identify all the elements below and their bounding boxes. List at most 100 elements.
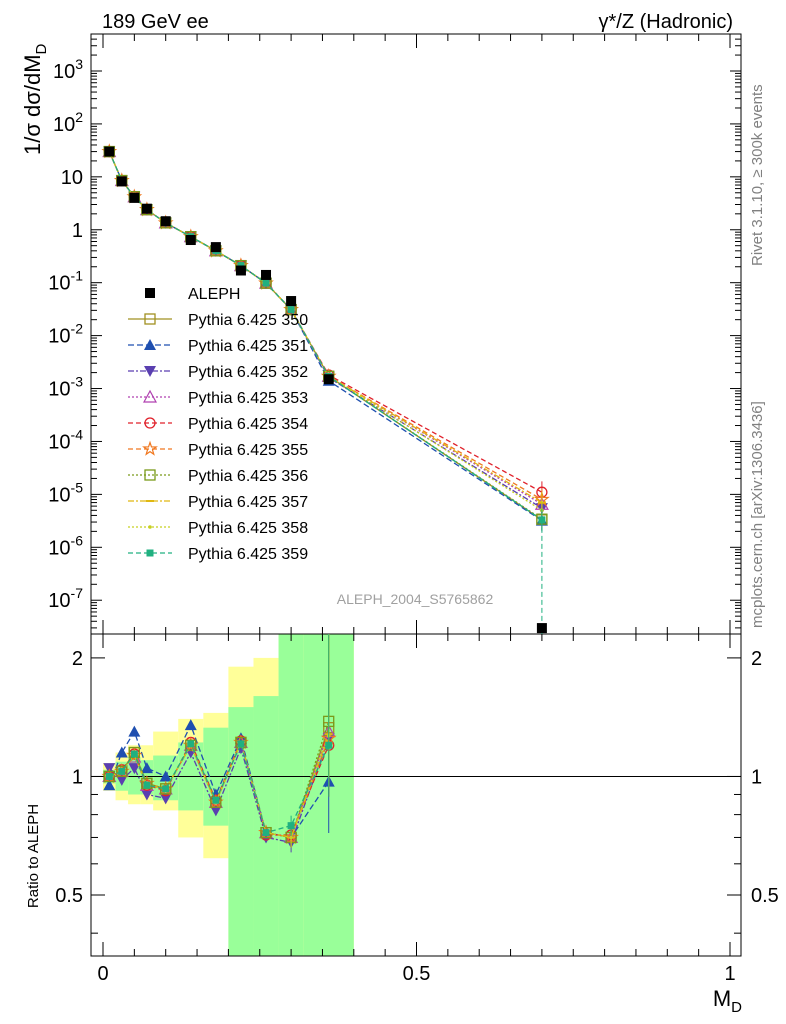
ratio-y-tick-label-right: 1 xyxy=(751,766,762,788)
header-left-title: 189 GeV ee xyxy=(102,11,209,33)
legend-item-352: Pythia 6.425 352 xyxy=(128,364,308,381)
marker-data-square xyxy=(129,192,140,203)
legend-item-351: Pythia 6.425 351 xyxy=(128,338,308,355)
main-y-tick-label: 103 xyxy=(53,56,83,83)
legend-label: Pythia 6.425 358 xyxy=(188,520,308,537)
legend-item-354: Pythia 6.425 354 xyxy=(128,416,308,433)
marker-square xyxy=(262,829,270,837)
legend-label: Pythia 6.425 353 xyxy=(188,390,308,407)
marker-square-open xyxy=(144,313,156,325)
marker-square-open xyxy=(103,770,115,783)
marker-triangle-open xyxy=(142,389,158,403)
main-y-tick-label: 10-2 xyxy=(48,321,83,348)
marker-triangle-down xyxy=(159,793,172,805)
marker-square xyxy=(262,279,270,287)
legend-label: Pythia 6.425 359 xyxy=(188,546,308,563)
main-series-line xyxy=(108,151,543,501)
marker-data-square xyxy=(261,269,272,280)
main-y-tick-label: 10-5 xyxy=(48,479,83,506)
marker-triangle-down xyxy=(115,774,128,786)
header-right-title: γ*/Z (Hadronic) xyxy=(599,11,733,33)
marker-square xyxy=(325,741,333,749)
ratio-y-tick-label: 0.5 xyxy=(55,885,83,907)
marker-triangle-up xyxy=(140,762,153,774)
ratio-x-tick-label: 1 xyxy=(724,963,735,985)
legend-item-358: Pythia 6.425 358 xyxy=(128,520,308,537)
main-series-group xyxy=(101,143,550,634)
marker-square xyxy=(287,822,295,830)
legend-item-357: Pythia 6.425 357 xyxy=(128,494,308,511)
main-series-356 xyxy=(103,145,548,530)
main-series-line xyxy=(108,151,543,493)
main-y-tick-label: 10-1 xyxy=(48,268,83,295)
ratio-series-group xyxy=(101,634,337,853)
marker-circle-open xyxy=(144,417,156,429)
marker-square xyxy=(143,781,151,789)
marker-data-square xyxy=(536,623,547,634)
marker-triangle-up xyxy=(144,339,156,350)
legend-item-350: Pythia 6.425 350 xyxy=(128,312,308,329)
main-series-line xyxy=(108,151,543,504)
marker-square xyxy=(146,549,154,557)
marker-triangle-down xyxy=(144,366,156,377)
legend-label: Pythia 6.425 355 xyxy=(188,442,308,459)
main-y-axis-label: 1/σ dσ/dMD xyxy=(20,43,50,155)
marker-square xyxy=(162,785,170,793)
main-y-tick-label: 10 xyxy=(61,167,83,189)
marker-square xyxy=(212,796,220,804)
marker-triangle-down xyxy=(128,763,141,775)
legend-label: Pythia 6.425 351 xyxy=(188,338,308,355)
main-y-tick-label: 10-6 xyxy=(48,532,83,559)
main-y-tick-label: 102 xyxy=(53,109,83,136)
ratio-y-tick-label-right: 0.5 xyxy=(751,885,779,907)
ratio-series-line xyxy=(109,735,330,839)
marker-dot xyxy=(148,525,152,529)
ratio-y-tick-label: 2 xyxy=(72,648,83,670)
main-y-tick-label: 10-3 xyxy=(48,374,83,401)
marker-triangle-down xyxy=(140,789,153,801)
main-series-aleph xyxy=(104,146,547,634)
ratio-y-tick-label-right: 2 xyxy=(751,648,762,670)
marker-data-square xyxy=(160,216,171,227)
marker-triangle-up xyxy=(115,746,128,758)
marker-square-open xyxy=(185,739,197,751)
marker-star-open xyxy=(142,440,158,456)
legend-item-353: Pythia 6.425 353 xyxy=(128,389,308,407)
marker-square-open xyxy=(116,765,128,778)
legend-item-359: Pythia 6.425 359 xyxy=(128,546,308,563)
legend-label: Pythia 6.425 354 xyxy=(188,416,308,433)
marker-dot xyxy=(289,835,293,840)
marker-data-square xyxy=(141,203,152,214)
main-series-351 xyxy=(103,145,548,532)
main-series-line xyxy=(108,151,543,509)
main-frame xyxy=(90,33,742,635)
main-y-tick-label: 10-4 xyxy=(48,426,83,453)
marker-square xyxy=(118,767,126,775)
main-series-357 xyxy=(105,150,546,514)
marker-square-open xyxy=(160,783,172,795)
legend-label: Pythia 6.425 350 xyxy=(188,312,308,329)
marker-square-open xyxy=(260,826,272,839)
marker-square xyxy=(237,740,245,748)
marker-data-square xyxy=(323,374,334,385)
analysis-watermark: ALEPH_2004_S5765862 xyxy=(337,591,494,607)
ratio-x-tick-label: 0.5 xyxy=(403,963,431,985)
marker-data-square xyxy=(116,176,127,187)
marker-data-square xyxy=(185,235,196,246)
marker-square xyxy=(105,772,113,780)
legend-label: ALEPH xyxy=(188,286,240,303)
legend-label: Pythia 6.425 352 xyxy=(188,364,308,381)
marker-data-square xyxy=(210,242,221,253)
x-axis-label: MD xyxy=(713,986,742,1016)
legend: ALEPH Pythia 6.425 350 Pythia 6.425 351 Pyt… xyxy=(128,286,308,563)
ratio-y-tick-label: 1 xyxy=(72,766,83,788)
main-y-tick-label: 10-7 xyxy=(48,585,83,612)
marker-triangle-up xyxy=(184,719,197,731)
marker-square-open xyxy=(235,736,247,749)
marker-triangle-down xyxy=(209,805,222,817)
marker-square-open xyxy=(144,469,156,481)
mcplots-label: mcplots.cern.ch [arXiv:1306.3436] xyxy=(749,401,766,628)
marker-triangle-up xyxy=(128,725,141,737)
marker-triangle-up xyxy=(159,770,172,782)
